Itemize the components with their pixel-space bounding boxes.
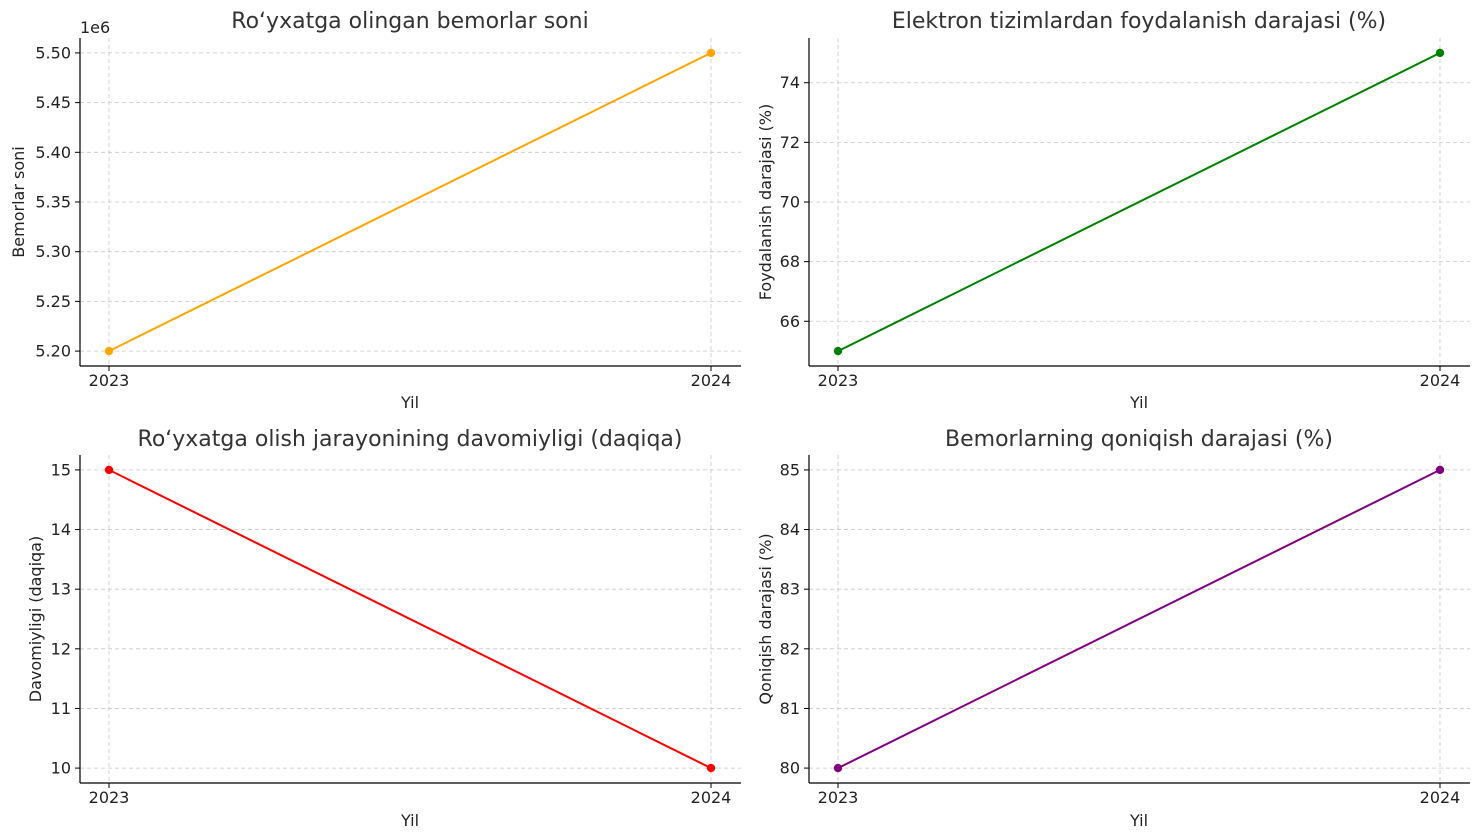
y-tick-label: 72 — [780, 133, 800, 152]
x-tick-label: 2023 — [818, 788, 859, 807]
y-axis-label: Qoniqish darajasi (%) — [756, 533, 775, 704]
y-tick-label: 11 — [51, 699, 71, 718]
y-axis-label: Bemorlar soni — [9, 146, 28, 257]
y-tick-label: 5.35 — [35, 193, 71, 212]
series-line — [837, 52, 1441, 352]
y-tick-label: 15 — [51, 460, 71, 479]
x-tick-label: 2024 — [691, 788, 732, 807]
y-tick-label: 74 — [780, 73, 800, 92]
x-tick-label: 2023 — [818, 371, 859, 390]
y-tick-label: 83 — [780, 580, 800, 599]
y-axis-label: Foydalanish darajasi (%) — [756, 104, 775, 300]
axes — [808, 455, 1470, 784]
y-tick-label: 85 — [780, 460, 800, 479]
y-tick-label: 5.50 — [35, 43, 71, 62]
y-axis-label: Davomiyligi (daqiqa) — [26, 536, 45, 702]
series-layer — [104, 48, 716, 356]
grid — [80, 455, 741, 783]
data-point — [706, 48, 716, 58]
data-point — [833, 346, 843, 356]
chart-title: Roʻyxatga olish jarayonining davomiyligi… — [138, 427, 683, 452]
x-axis-label: Yil — [400, 393, 419, 412]
y-tick-label: 10 — [51, 759, 71, 778]
y-tick-label: 82 — [780, 639, 800, 658]
chart-title: Bemorlarning qoniqish darajasi (%) — [945, 427, 1333, 452]
x-axis-label: Yil — [400, 811, 419, 830]
data-point — [1435, 48, 1445, 58]
y-tick-label: 14 — [51, 520, 71, 539]
data-point — [1435, 465, 1445, 475]
chart-title: Elektron tizimlardan foydalanish darajas… — [892, 9, 1386, 34]
ticks: 5.20 5.25 5.30 5.35 5.40 5.45 5.50 2023 2024 — [35, 43, 731, 390]
x-tick-label: 2024 — [1420, 788, 1461, 807]
series-line — [108, 469, 712, 769]
ticks: 66 68 70 72 74 2023 2024 — [780, 73, 1461, 390]
data-point — [706, 763, 716, 773]
data-point — [833, 763, 843, 773]
y-tick-label: 80 — [780, 759, 800, 778]
x-tick-label: 2023 — [89, 371, 130, 390]
y-tick-label: 5.45 — [35, 93, 71, 112]
x-tick-label: 2023 — [89, 788, 130, 807]
y-offset-label: 1e6 — [80, 18, 110, 37]
x-axis-label: Yil — [1129, 393, 1148, 412]
chart-panel-electronic-usage: Elektron tizimlardan foydalanish darajas… — [756, 9, 1470, 412]
chart-title: Roʻyxatga olingan bemorlar soni — [231, 9, 588, 34]
data-point — [104, 465, 114, 475]
x-tick-label: 2024 — [1420, 371, 1461, 390]
ticks: 10 11 12 13 14 15 2023 2024 — [51, 460, 732, 807]
y-tick-label: 5.20 — [35, 342, 71, 361]
y-tick-label: 13 — [51, 580, 71, 599]
y-tick-label: 66 — [780, 312, 800, 331]
series-layer — [104, 465, 716, 773]
y-tick-label: 68 — [780, 252, 800, 271]
y-tick-label: 5.40 — [35, 143, 71, 162]
ticks: 80 81 82 83 84 85 2023 2024 — [780, 460, 1461, 807]
y-tick-label: 70 — [780, 193, 800, 212]
y-tick-label: 81 — [780, 699, 800, 718]
x-tick-label: 2024 — [691, 371, 732, 390]
chart-panel-registration-duration: Roʻyxatga olish jarayonining davomiyligi… — [26, 427, 741, 830]
y-tick-label: 12 — [51, 639, 71, 658]
series-line — [837, 469, 1441, 769]
series-layer — [833, 48, 1445, 356]
chart-panel-registered-patients: Roʻyxatga olingan bemorlar soni 1e6 Bemo… — [9, 9, 741, 412]
y-tick-label: 5.30 — [35, 242, 71, 261]
data-point — [104, 346, 114, 356]
y-tick-label: 5.25 — [35, 292, 71, 311]
grid — [809, 455, 1470, 783]
y-tick-label: 84 — [780, 520, 800, 539]
axes — [79, 455, 741, 784]
x-axis-label: Yil — [1129, 811, 1148, 830]
chart-panel-patient-satisfaction: Bemorlarning qoniqish darajasi (%) Qoniq… — [756, 427, 1470, 830]
series-layer — [833, 465, 1445, 773]
series-line — [108, 52, 712, 352]
